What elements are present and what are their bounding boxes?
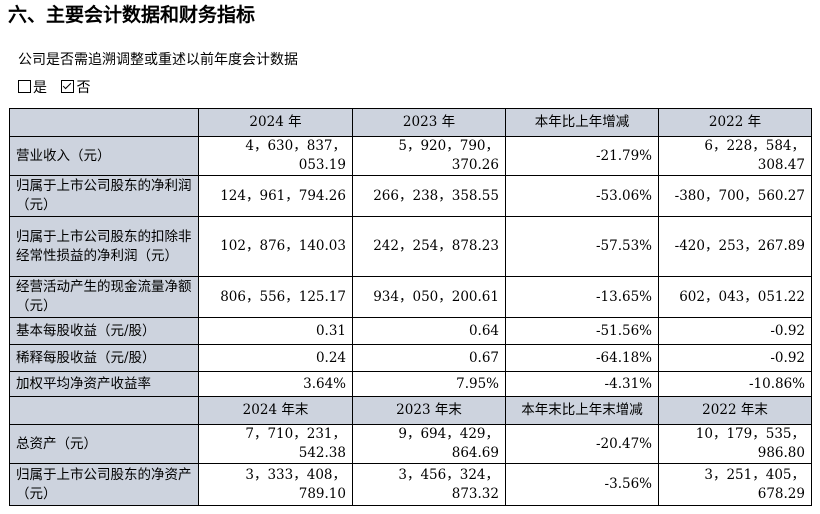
- value-cell: 7，710，231，542.38: [198, 424, 353, 464]
- value-cell: 0.31: [198, 317, 353, 345]
- row-label: 归属于上市公司股东的净利润（元）: [9, 175, 199, 217]
- choice-no-label: 否: [76, 80, 91, 96]
- value-cell: -4.31%: [505, 371, 659, 397]
- value-cell: 0.64: [352, 317, 506, 345]
- table-row: 稀释每股收益（元/股） 0.24 0.67 -64.18% -0.92: [9, 344, 812, 372]
- value-cell: 934，050，200.61: [352, 276, 506, 318]
- value-cell: 602，043，051.22: [658, 276, 812, 318]
- value-cell: -3.56%: [505, 463, 659, 506]
- value-cell: -53.06%: [505, 175, 659, 217]
- row-label: 经营活动产生的现金流量净额（元）: [9, 276, 199, 318]
- value-cell: 0.67: [352, 344, 506, 372]
- row-label: 加权平均净资产收益率: [9, 371, 199, 397]
- value-cell: 102，876，140.03: [198, 216, 353, 277]
- row-label: 归属于上市公司股东的扣除非经常性损益的净利润（元）: [9, 216, 199, 277]
- header-blank-cell: [9, 396, 199, 425]
- value-cell: -21.79%: [505, 136, 659, 176]
- value-cell: -0.92: [658, 317, 812, 345]
- value-cell: -380，700，560.27: [658, 175, 812, 217]
- value-cell: 5，920，790，370.26: [352, 136, 506, 176]
- value-cell: 6，228，584，308.47: [658, 136, 812, 176]
- table-header-row: 2024 年 2023 年 本年比上年增减 2022 年: [9, 108, 812, 137]
- value-cell: 0.24: [198, 344, 353, 372]
- value-cell: 3.64%: [198, 371, 353, 397]
- section-heading: 六、主要会计数据和财务指标: [8, 4, 256, 26]
- value-cell: -51.56%: [505, 317, 659, 345]
- row-label: 基本每股收益（元/股）: [9, 317, 199, 345]
- table-row: 经营活动产生的现金流量净额（元） 806，556，125.17 934，050，…: [9, 276, 812, 318]
- table-row: 归属于上市公司股东的净利润（元） 124，961，794.26 266，238，…: [9, 175, 812, 217]
- choice-no[interactable]: 否: [61, 80, 90, 96]
- row-label: 营业收入（元）: [9, 136, 199, 176]
- table-row: 归属于上市公司股东的扣除非经常性损益的净利润（元） 102，876，140.03…: [9, 216, 812, 277]
- unchecked-box-icon[interactable]: [18, 80, 31, 93]
- header-cell: 2024 年末: [198, 396, 353, 425]
- row-label: 稀释每股收益（元/股）: [9, 344, 199, 372]
- value-cell: -64.18%: [505, 344, 659, 372]
- table-row: 营业收入（元） 4，630，837，053.19 5，920，790，370.2…: [9, 136, 812, 176]
- table-row: 总资产（元） 7，710，231，542.38 9，694，429，864.69…: [9, 424, 812, 464]
- value-cell: 4，630，837，053.19: [198, 136, 353, 176]
- value-cell: 124，961，794.26: [198, 175, 353, 217]
- value-cell: 806，556，125.17: [198, 276, 353, 318]
- header-cell: 2022 年: [658, 108, 812, 137]
- header-cell: 2023 年: [352, 108, 506, 137]
- row-label: 总资产（元）: [9, 424, 199, 464]
- table-row: 基本每股收益（元/股） 0.31 0.64 -51.56% -0.92: [9, 317, 812, 345]
- value-cell: 242，254，878.23: [352, 216, 506, 277]
- header-cell: 2024 年: [198, 108, 353, 137]
- row-label: 归属于上市公司股东的净资产（元）: [9, 463, 199, 506]
- header-cell: 本年比上年增减: [505, 108, 659, 137]
- checked-box-icon[interactable]: [61, 80, 75, 93]
- value-cell: 10，179，535，986.80: [658, 424, 812, 464]
- table-header-row-year-end: 2024 年末 2023 年末 本年末比上年末增减 2022 年末: [9, 396, 812, 425]
- table-row: 加权平均净资产收益率 3.64% 7.95% -4.31% -10.86%: [9, 371, 812, 397]
- header-blank-cell: [9, 108, 199, 137]
- header-cell: 2022 年末: [658, 396, 812, 425]
- value-cell: -10.86%: [658, 371, 812, 397]
- choice-yes[interactable]: 是: [18, 80, 47, 96]
- value-cell: 9，694，429，864.69: [352, 424, 506, 464]
- restatement-question: 公司是否需追溯调整或重述以前年度会计数据: [18, 52, 298, 68]
- value-cell: -420，253，267.89: [658, 216, 812, 277]
- restatement-choices: 是 否: [18, 78, 100, 98]
- choice-yes-label: 是: [33, 80, 47, 96]
- header-cell: 本年末比上年末增减: [505, 396, 659, 425]
- value-cell: 7.95%: [352, 371, 506, 397]
- value-cell: 3，251，405，678.29: [658, 463, 812, 506]
- value-cell: -13.65%: [505, 276, 659, 318]
- value-cell: -57.53%: [505, 216, 659, 277]
- value-cell: 3，456，324，873.32: [352, 463, 506, 506]
- value-cell: -20.47%: [505, 424, 659, 464]
- header-cell: 2023 年末: [352, 396, 506, 425]
- value-cell: 3，333，408，789.10: [198, 463, 353, 506]
- value-cell: -0.92: [658, 344, 812, 372]
- value-cell: 266，238，358.55: [352, 175, 506, 217]
- table-row: 归属于上市公司股东的净资产（元） 3，333，408，789.10 3，456，…: [9, 463, 812, 506]
- financial-indicators-table: 2024 年 2023 年 本年比上年增减 2022 年 营业收入（元） 4，6…: [9, 108, 812, 506]
